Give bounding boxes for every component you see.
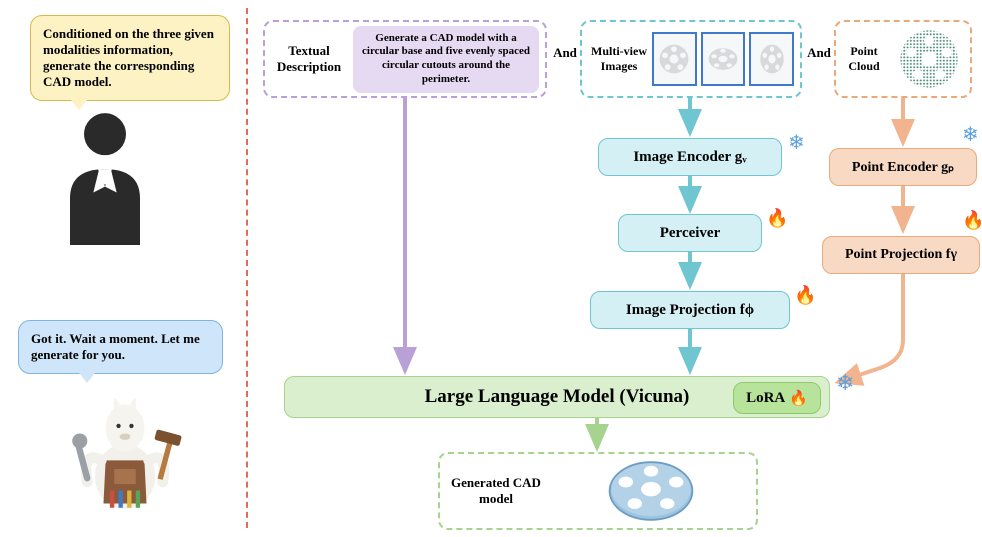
multiview-thumb (652, 32, 697, 86)
textual-description-box: Textual Description Generate a CAD model… (263, 20, 547, 98)
divider-line (246, 8, 248, 528)
output-box: Generated CAD model (438, 452, 758, 530)
lora-block: LoRA 🔥 (733, 382, 821, 414)
multiview-thumb (701, 32, 746, 86)
perceiver-block: Perceiver (618, 214, 762, 252)
point-projection-block: Point Projection fγ (822, 236, 980, 274)
cad-model-icon (591, 455, 711, 527)
user-speech-bubble: Conditioned on the three given modalitie… (30, 15, 230, 101)
llm-block: Large Language Model (Vicuna) LoRA 🔥 (284, 376, 830, 418)
user-speech-text: Conditioned on the three given modalitie… (43, 26, 214, 89)
multiview-box: Multi-view Images (580, 20, 802, 98)
image-projection-block: Image Projection fϕ (590, 291, 790, 329)
pointcloud-icon (896, 26, 962, 92)
and-label-2: And (803, 45, 835, 61)
snowflake-icon: ❄ (962, 122, 979, 147)
assistant-speech-bubble: Got it. Wait a moment. Let me generate f… (18, 320, 223, 374)
llm-label: Large Language Model (Vicuna) (425, 386, 690, 408)
flame-icon: 🔥 (794, 285, 816, 306)
assistant-avatar (60, 385, 190, 525)
multiview-label: Multi-view Images (582, 42, 652, 76)
output-label: Generated CAD model (440, 471, 546, 511)
snowflake-icon: ❄ (788, 130, 805, 155)
pointcloud-label: Point Cloud (836, 42, 888, 76)
snowflake-icon: ❄ (836, 370, 854, 396)
user-avatar (45, 105, 165, 245)
textual-description-body: Generate a CAD model with a circular bas… (353, 26, 539, 93)
assistant-speech-text: Got it. Wait a moment. Let me generate f… (31, 331, 200, 362)
and-label-1: And (549, 45, 581, 61)
textual-description-label: Textual Description (265, 39, 353, 79)
multiview-thumb (749, 32, 794, 86)
flame-icon: 🔥 (962, 210, 982, 231)
point-encoder-block: Point Encoder gₚ (829, 148, 977, 186)
flame-icon: 🔥 (766, 208, 788, 229)
image-encoder-block: Image Encoder gᵥ (598, 138, 782, 176)
flame-icon: 🔥 (789, 389, 808, 408)
pointcloud-box: Point Cloud (834, 20, 972, 98)
